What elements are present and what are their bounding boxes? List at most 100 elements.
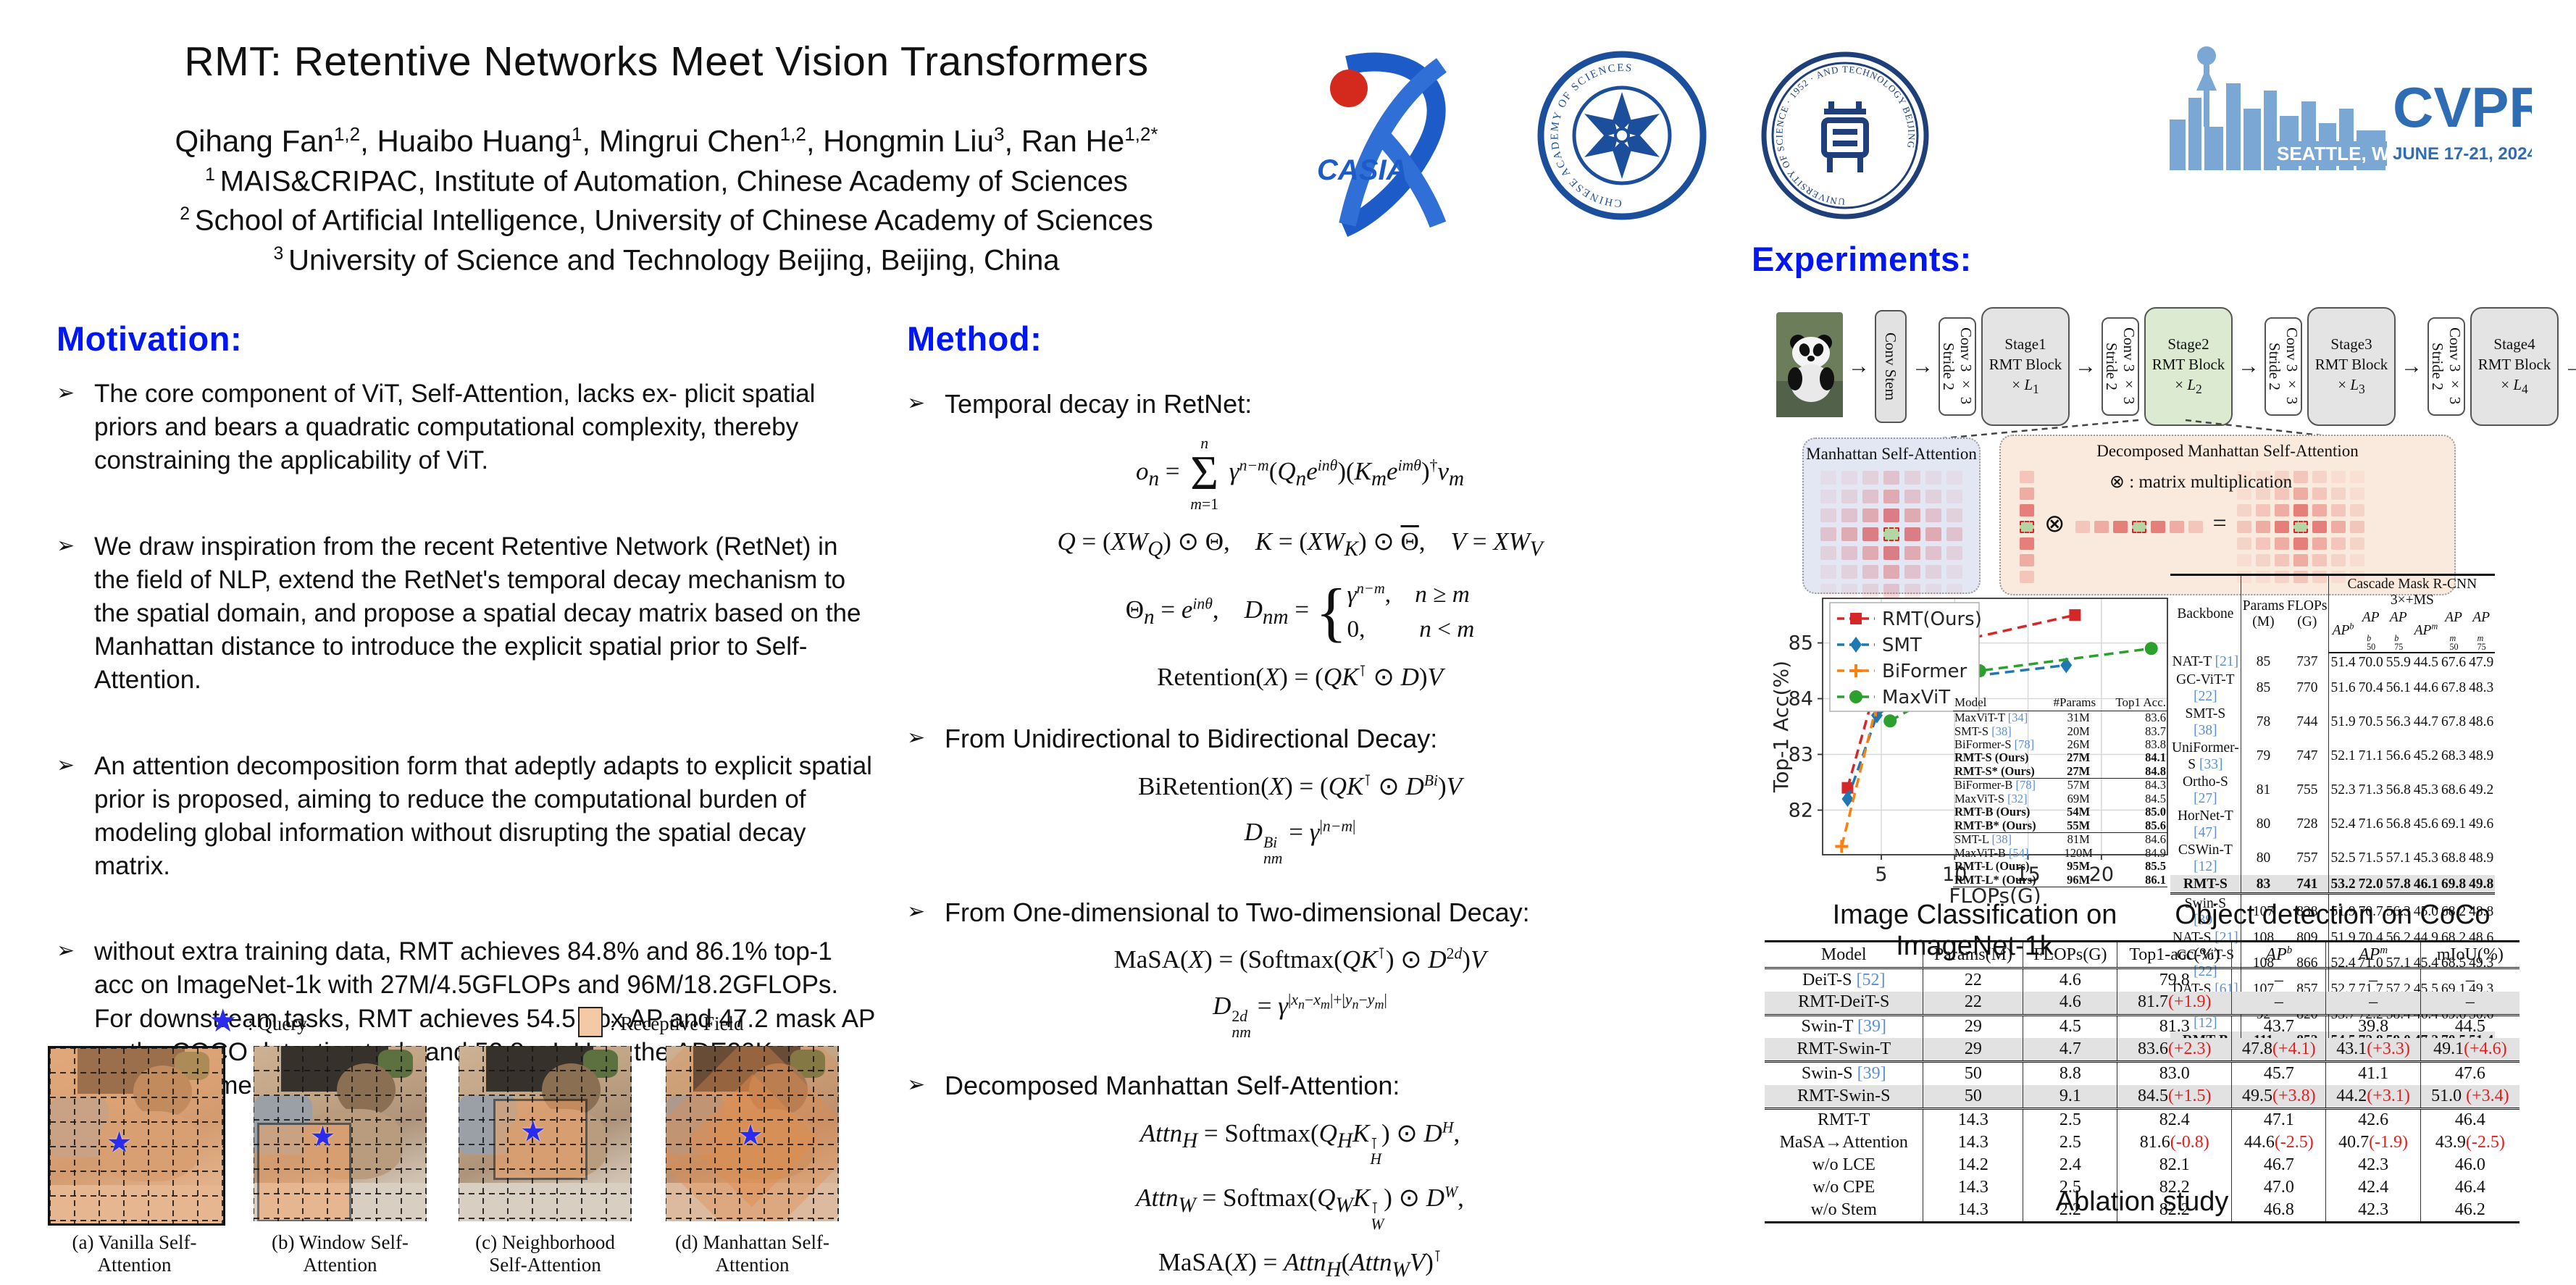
table-cell: 81.6(-0.8)	[2117, 1131, 2232, 1155]
table-cell: BiFormer-S [78]	[1954, 737, 2035, 751]
table-cell: 72.0	[2357, 875, 2385, 895]
heatmap-cell	[1904, 546, 1920, 560]
bullet-arrow-icon: ➢	[907, 725, 926, 750]
receptive-field-swatch	[578, 1007, 603, 1037]
table-row: Swin-S [39] 50 8.8 83.0 45.7 41.1 47.6	[1765, 1061, 2519, 1086]
table-cell: HorNet-T [47]	[2177, 808, 2233, 840]
heatmap-cell	[1946, 565, 1962, 579]
table-cell: 14.3	[1923, 1131, 2023, 1155]
heatmap-cell	[2236, 471, 2251, 483]
table-cell: 48.9	[2469, 850, 2494, 866]
stage-block: RMT Block	[2477, 356, 2551, 374]
table-cell: 45.7	[2231, 1061, 2326, 1086]
table-cell: 56.3	[2385, 714, 2411, 730]
table-cell: 69.8	[2439, 875, 2468, 895]
table-cell: 43.1(+3.3)	[2325, 1038, 2421, 1063]
heatmap-cell	[1841, 490, 1857, 503]
affiliation-2: 2 School of Artificial Intelligence, Uni…	[180, 204, 1153, 237]
table-row: HorNet-T [47] 80 728 52.4 71.6 56.8 45.6 69.1 49…	[2170, 807, 2495, 842]
heatmap-cell	[1904, 508, 1920, 522]
heatmap-cell	[2330, 537, 2346, 550]
table-cell: 46.8	[2231, 1199, 2326, 1223]
table-row: BiFormer-B [78] 57M 84.3	[1953, 779, 2167, 792]
svg-text:JUNE 17-21, 2024: JUNE 17-21, 2024	[2393, 144, 2532, 164]
table-cell: 78	[2240, 705, 2286, 740]
table-cell: 8.8	[2023, 1061, 2117, 1086]
table-cell: MaSA→Attention	[1779, 1133, 1908, 1152]
table-cell: 27M	[2052, 764, 2105, 779]
column-vector-heatmap	[2020, 471, 2034, 583]
query-star-icon: ★	[309, 1121, 336, 1153]
masa-panel-title: Manhattan Self-Attention	[1806, 445, 1977, 463]
table-cell: –	[2231, 991, 2326, 1016]
method-section: Method: ➢ Temporal decay in RetNet: on = n…	[907, 319, 1693, 1285]
column-header: Top1 Acc.	[2104, 695, 2167, 712]
heatmap-cell	[1883, 490, 1899, 503]
table-row: RMT-T 14.3 2.5 82.4 47.1 42.6 46.4	[1765, 1108, 2519, 1132]
flow-arrow-icon: →	[2564, 353, 2576, 378]
heatmap-cell	[2274, 521, 2289, 533]
bullet-arrow-icon: ➢	[57, 753, 75, 777]
otimes-icon: ⊗	[2044, 510, 2065, 537]
table-cell: 68.6	[2441, 782, 2467, 798]
heatmap-cell	[2094, 521, 2109, 533]
method-item-label: ➢ Temporal decay in RetNet:	[907, 388, 1693, 422]
table-cell: 69M	[2067, 791, 2090, 805]
heatmap-cell	[1862, 508, 1878, 522]
table-cell: RMT-S (Ours)	[1954, 750, 2029, 765]
detection-caption: Object detection on CoCo	[2175, 900, 2491, 930]
method-label-text: Temporal decay in RetNet:	[945, 389, 1253, 419]
heatmap-cell	[2020, 487, 2034, 500]
heatmap-cell	[2312, 504, 2327, 516]
column-header: Top1-acc(%)	[2117, 941, 2232, 969]
table-cell: 57.1	[2385, 850, 2411, 866]
table-cell: RMT-S* (Ours)	[1953, 764, 2052, 779]
table-cell: –	[2325, 991, 2421, 1016]
svg-text:UNIVERSITY OF SCIENCE · 1952 ·: UNIVERSITY OF SCIENCE · 1952 · AND TECHN…	[1773, 64, 1917, 207]
conv-stem-box: Conv Stem	[1875, 309, 1907, 423]
table-cell: BiFormer-B [78]	[1954, 778, 2036, 792]
table-cell: RMT-B (Ours)	[1954, 805, 2031, 819]
table-cell: 71.1	[2358, 748, 2383, 764]
ablation-caption: Ablation study	[2055, 1186, 2229, 1217]
table-cell: 52.5	[2328, 841, 2357, 876]
svg-text:BiFormer: BiFormer	[1882, 661, 1967, 682]
heatmap-cell	[2349, 487, 2364, 500]
table-row: RMT-B* (Ours) 55M 85.6	[1953, 819, 2167, 834]
table-cell: –	[2420, 968, 2519, 992]
heatmap-cell	[1883, 471, 1899, 485]
method-label-text: Decomposed Manhattan Self-Attention:	[945, 1071, 1400, 1101]
table-cell: 85.6	[2104, 819, 2167, 834]
motivation-heading: Motivation:	[57, 319, 243, 358]
table-cell: 84.5	[2145, 791, 2166, 805]
ustb-logo: UNIVERSITY OF SCIENCE · 1952 · AND TECHN…	[1760, 51, 1931, 221]
table-cell: 49.2	[2469, 782, 2494, 798]
heatmap-cell	[1946, 584, 1962, 598]
heatmap-cell	[1883, 584, 1899, 598]
table-cell: 29	[1923, 1015, 2023, 1039]
table-cell: 51.0 (+3.4)	[2420, 1085, 2519, 1110]
motivation-bullet: ➢ The core component of ViT, Self-Attenti…	[57, 377, 879, 478]
table-row: MaxViT-S [32] 69M 84.5	[1953, 792, 2167, 805]
heatmap-cell	[2020, 471, 2034, 483]
heatmap-cell	[2293, 537, 2308, 550]
table-cell: 29	[1923, 1038, 2023, 1063]
method-item-label: ➢ From Unidirectional to Bidirectional De…	[907, 722, 1693, 756]
table-cell: 80	[2240, 841, 2286, 876]
table-cell: 68.8	[2441, 850, 2467, 866]
method-equation: MaSA(X) = AttnH(AttnWV)⊺	[1158, 1247, 1442, 1282]
table-cell: 48.9	[2469, 748, 2494, 764]
column-header: AP b 50	[2357, 608, 2385, 654]
table-cell: 57M	[2067, 778, 2090, 792]
equals-icon: =	[2212, 509, 2227, 537]
column-header: AP m 50	[2439, 608, 2468, 654]
column-header: APb	[2231, 941, 2326, 969]
table-cell: 68.2	[2441, 904, 2467, 920]
table-cell: 51.9	[2328, 705, 2357, 740]
stage-mult: × L1	[2012, 376, 2039, 397]
attention-panel-manhattan: ★	[666, 1046, 839, 1221]
stage-box-stage2: Stage2 RMT Block × L2	[2144, 306, 2233, 426]
stage-box-stage1: Stage1 RMT Block × L1	[1981, 306, 2070, 426]
svg-text:FLOPs(G): FLOPs(G)	[1949, 884, 2041, 904]
